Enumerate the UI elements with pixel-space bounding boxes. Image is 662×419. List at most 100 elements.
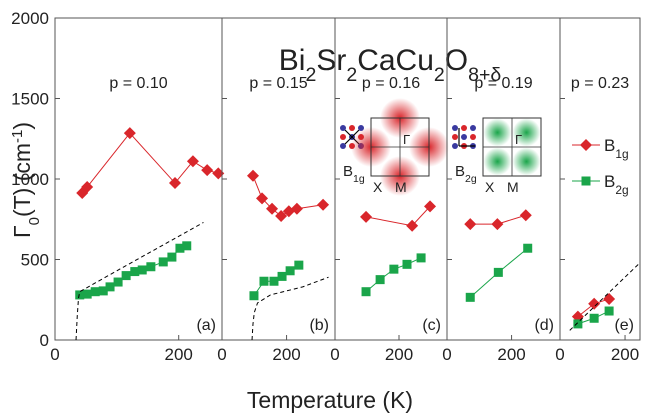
lattice-atom: [340, 125, 346, 131]
marker: [277, 271, 287, 281]
x-tick-label: 200: [385, 345, 413, 364]
text-part: 2: [305, 64, 316, 86]
symmetry-label: B1g: [343, 163, 365, 185]
marker: [416, 253, 426, 263]
marker: [604, 306, 614, 316]
text-part: 2: [346, 64, 357, 86]
marker: [249, 291, 259, 301]
marker: [360, 210, 373, 223]
y-tick-label: 1000: [11, 170, 49, 189]
lattice-atom: [470, 134, 476, 140]
marker: [246, 169, 259, 182]
marker: [121, 271, 131, 281]
text-part: Γ: [9, 225, 35, 238]
marker: [90, 287, 100, 297]
x-tick-label: 200: [272, 345, 300, 364]
x-tick-label: 0: [50, 345, 59, 364]
legend-label: B2g: [604, 172, 629, 197]
marker: [317, 198, 330, 211]
marker: [113, 277, 123, 287]
y-tick-label: 500: [21, 251, 49, 270]
marker: [186, 155, 199, 168]
marker: [266, 202, 279, 215]
marker: [137, 265, 147, 275]
annotation: p = 0.16: [362, 75, 420, 92]
lattice-atom: [349, 125, 355, 131]
zone-lines: [371, 118, 429, 176]
annotation: p = 0.23: [571, 75, 629, 92]
marker: [523, 243, 533, 253]
zone-lines: [483, 118, 541, 176]
marker: [75, 290, 85, 300]
marker: [424, 200, 437, 213]
weight-spot: [483, 118, 512, 147]
marker: [168, 177, 181, 190]
marker: [491, 218, 504, 231]
polarization-arrows: [458, 128, 475, 147]
marker: [581, 176, 591, 186]
marker: [82, 289, 92, 299]
point-label: X: [373, 179, 383, 195]
panel-label: (c): [422, 317, 441, 334]
theory-line: [251, 276, 329, 341]
theory-line: [75, 222, 204, 341]
data-line: [81, 132, 219, 194]
point-label: M: [395, 179, 407, 195]
marker: [175, 243, 185, 253]
text-part: ): [9, 122, 35, 130]
point-label: X: [485, 179, 495, 195]
x-tick-label: 200: [497, 345, 525, 364]
theory-line: [569, 262, 641, 331]
marker: [167, 252, 177, 262]
marker: [290, 202, 303, 215]
lattice-atom: [470, 125, 476, 131]
text-part: CaCu: [357, 44, 434, 77]
x-tick-label: 0: [442, 345, 451, 364]
weight-spot: [483, 147, 512, 176]
text-part: O: [445, 44, 468, 77]
annotation: p = 0.10: [109, 75, 167, 92]
marker: [573, 319, 583, 329]
marker: [406, 219, 419, 232]
x-tick-label: 0: [217, 345, 226, 364]
panel-label: (d): [534, 317, 554, 334]
lattice-atom: [452, 134, 458, 140]
lattice-atom: [461, 125, 467, 131]
annotation: p = 0.15: [249, 75, 307, 92]
marker: [402, 259, 412, 269]
marker: [98, 286, 108, 296]
marker: [105, 282, 115, 292]
x-tick-label: 200: [611, 345, 639, 364]
text-part: Sr: [316, 44, 346, 77]
marker: [130, 267, 140, 277]
text-part: -1: [9, 130, 26, 143]
lattice-atom: [452, 143, 458, 149]
marker: [123, 127, 136, 140]
y-tick-label: 2000: [11, 9, 49, 28]
marker: [256, 192, 269, 205]
lattice-atom: [461, 134, 467, 140]
marker: [589, 313, 599, 323]
weight-spot: [512, 118, 541, 147]
panel-label: (b): [309, 317, 329, 334]
marker: [294, 260, 304, 270]
weight-spot: [512, 147, 541, 176]
marker: [580, 139, 592, 151]
marker: [519, 209, 532, 222]
y-axis-label: Γ0(T) (cm-1): [9, 122, 43, 238]
x-tick-label: 0: [330, 345, 339, 364]
marker: [285, 266, 295, 276]
marker: [588, 297, 601, 310]
chart-title: Bi2Sr2CaCu2O8+δ: [279, 44, 502, 86]
data-line: [365, 257, 422, 293]
marker: [275, 210, 288, 223]
panel-label: (e): [614, 317, 634, 334]
text-part: 8+δ: [468, 64, 501, 86]
marker: [212, 167, 225, 180]
data-line: [365, 206, 431, 227]
marker: [375, 275, 385, 285]
panel-label: (a): [196, 317, 216, 334]
text-part: Bi: [279, 44, 306, 77]
point-label: Γ: [403, 132, 410, 147]
